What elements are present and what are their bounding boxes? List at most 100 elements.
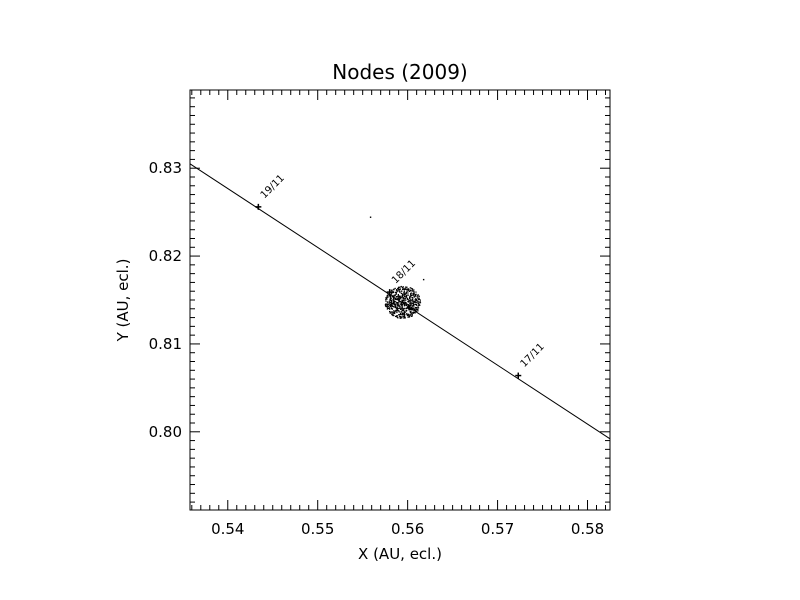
node-point	[412, 290, 414, 292]
node-point	[390, 292, 392, 294]
node-point	[414, 294, 416, 296]
node-point	[403, 313, 405, 315]
node-point	[384, 304, 386, 306]
node-point	[408, 316, 410, 318]
node-point	[395, 310, 397, 312]
node-point	[393, 294, 395, 296]
node-point	[412, 300, 414, 303]
node-point	[399, 298, 401, 300]
node-point	[412, 304, 414, 306]
node-point	[400, 311, 402, 313]
node-point	[403, 307, 405, 309]
node-point	[391, 302, 393, 304]
date-marker-label: 17/11	[519, 342, 547, 370]
node-point	[406, 303, 408, 305]
node-point	[416, 302, 419, 304]
node-point	[404, 303, 406, 305]
node-point	[403, 315, 406, 317]
node-point	[406, 288, 408, 290]
node-point	[412, 289, 414, 291]
node-point	[410, 292, 412, 294]
node-point	[408, 297, 411, 299]
node-point	[411, 315, 413, 317]
node-point	[402, 288, 404, 290]
node-point	[404, 293, 406, 295]
node-point	[399, 300, 401, 303]
node-point	[400, 307, 402, 309]
node-point	[415, 298, 417, 300]
y-tick-label: 0.83	[149, 159, 182, 177]
node-point	[410, 287, 412, 289]
node-point	[402, 302, 404, 304]
node-point	[399, 297, 401, 299]
node-point	[398, 300, 400, 302]
node-point	[401, 307, 404, 309]
node-point	[411, 296, 413, 299]
node-point	[400, 301, 402, 304]
node-point	[404, 299, 406, 301]
node-point	[402, 299, 405, 301]
node-point	[414, 296, 416, 298]
node-point	[389, 310, 391, 313]
node-point	[396, 309, 398, 311]
node-point	[397, 317, 399, 319]
y-tick-label: 0.81	[149, 335, 182, 353]
node-point	[389, 305, 392, 308]
node-point	[399, 291, 401, 293]
node-point	[392, 299, 394, 301]
node-point	[412, 294, 414, 296]
node-outlier-point	[369, 216, 372, 218]
node-point	[398, 310, 400, 312]
node-point	[400, 285, 402, 288]
node-point	[416, 304, 418, 306]
node-point	[401, 286, 404, 288]
node-point	[403, 292, 405, 294]
node-point	[407, 304, 409, 306]
node-point	[410, 294, 413, 297]
node-point	[404, 317, 406, 319]
node-point	[416, 300, 418, 302]
node-point	[408, 315, 410, 317]
node-point	[390, 297, 392, 300]
node-point	[398, 303, 400, 305]
y-tick-label: 0.82	[149, 247, 182, 265]
node-point	[411, 306, 413, 308]
node-point	[410, 304, 412, 306]
node-point	[412, 308, 414, 310]
node-point	[391, 300, 393, 302]
node-point	[409, 309, 411, 311]
node-point	[414, 308, 416, 310]
node-point	[390, 303, 392, 305]
node-point	[402, 294, 404, 296]
node-point	[397, 294, 399, 296]
node-point	[416, 306, 418, 309]
node-point	[412, 302, 414, 305]
node-point	[416, 308, 418, 310]
node-point	[388, 305, 390, 307]
node-point	[404, 316, 406, 318]
node-point	[389, 308, 391, 310]
node-point	[402, 295, 404, 297]
node-point	[405, 299, 407, 301]
node-point	[394, 294, 396, 296]
node-point	[395, 293, 397, 295]
node-point	[403, 315, 405, 317]
node-point	[400, 305, 402, 307]
node-point	[397, 287, 399, 290]
node-point	[405, 297, 407, 299]
node-point	[404, 314, 406, 316]
node-point	[407, 290, 409, 292]
node-point	[409, 289, 411, 291]
node-point	[401, 294, 404, 296]
node-point	[391, 312, 393, 314]
node-point	[394, 303, 396, 305]
node-point	[415, 291, 417, 293]
node-point	[385, 300, 387, 302]
node-point	[389, 295, 391, 297]
node-point	[395, 303, 397, 305]
node-point	[415, 306, 417, 309]
node-point	[396, 315, 398, 317]
node-point	[406, 286, 408, 288]
node-point	[397, 297, 399, 299]
node-point	[387, 296, 389, 298]
